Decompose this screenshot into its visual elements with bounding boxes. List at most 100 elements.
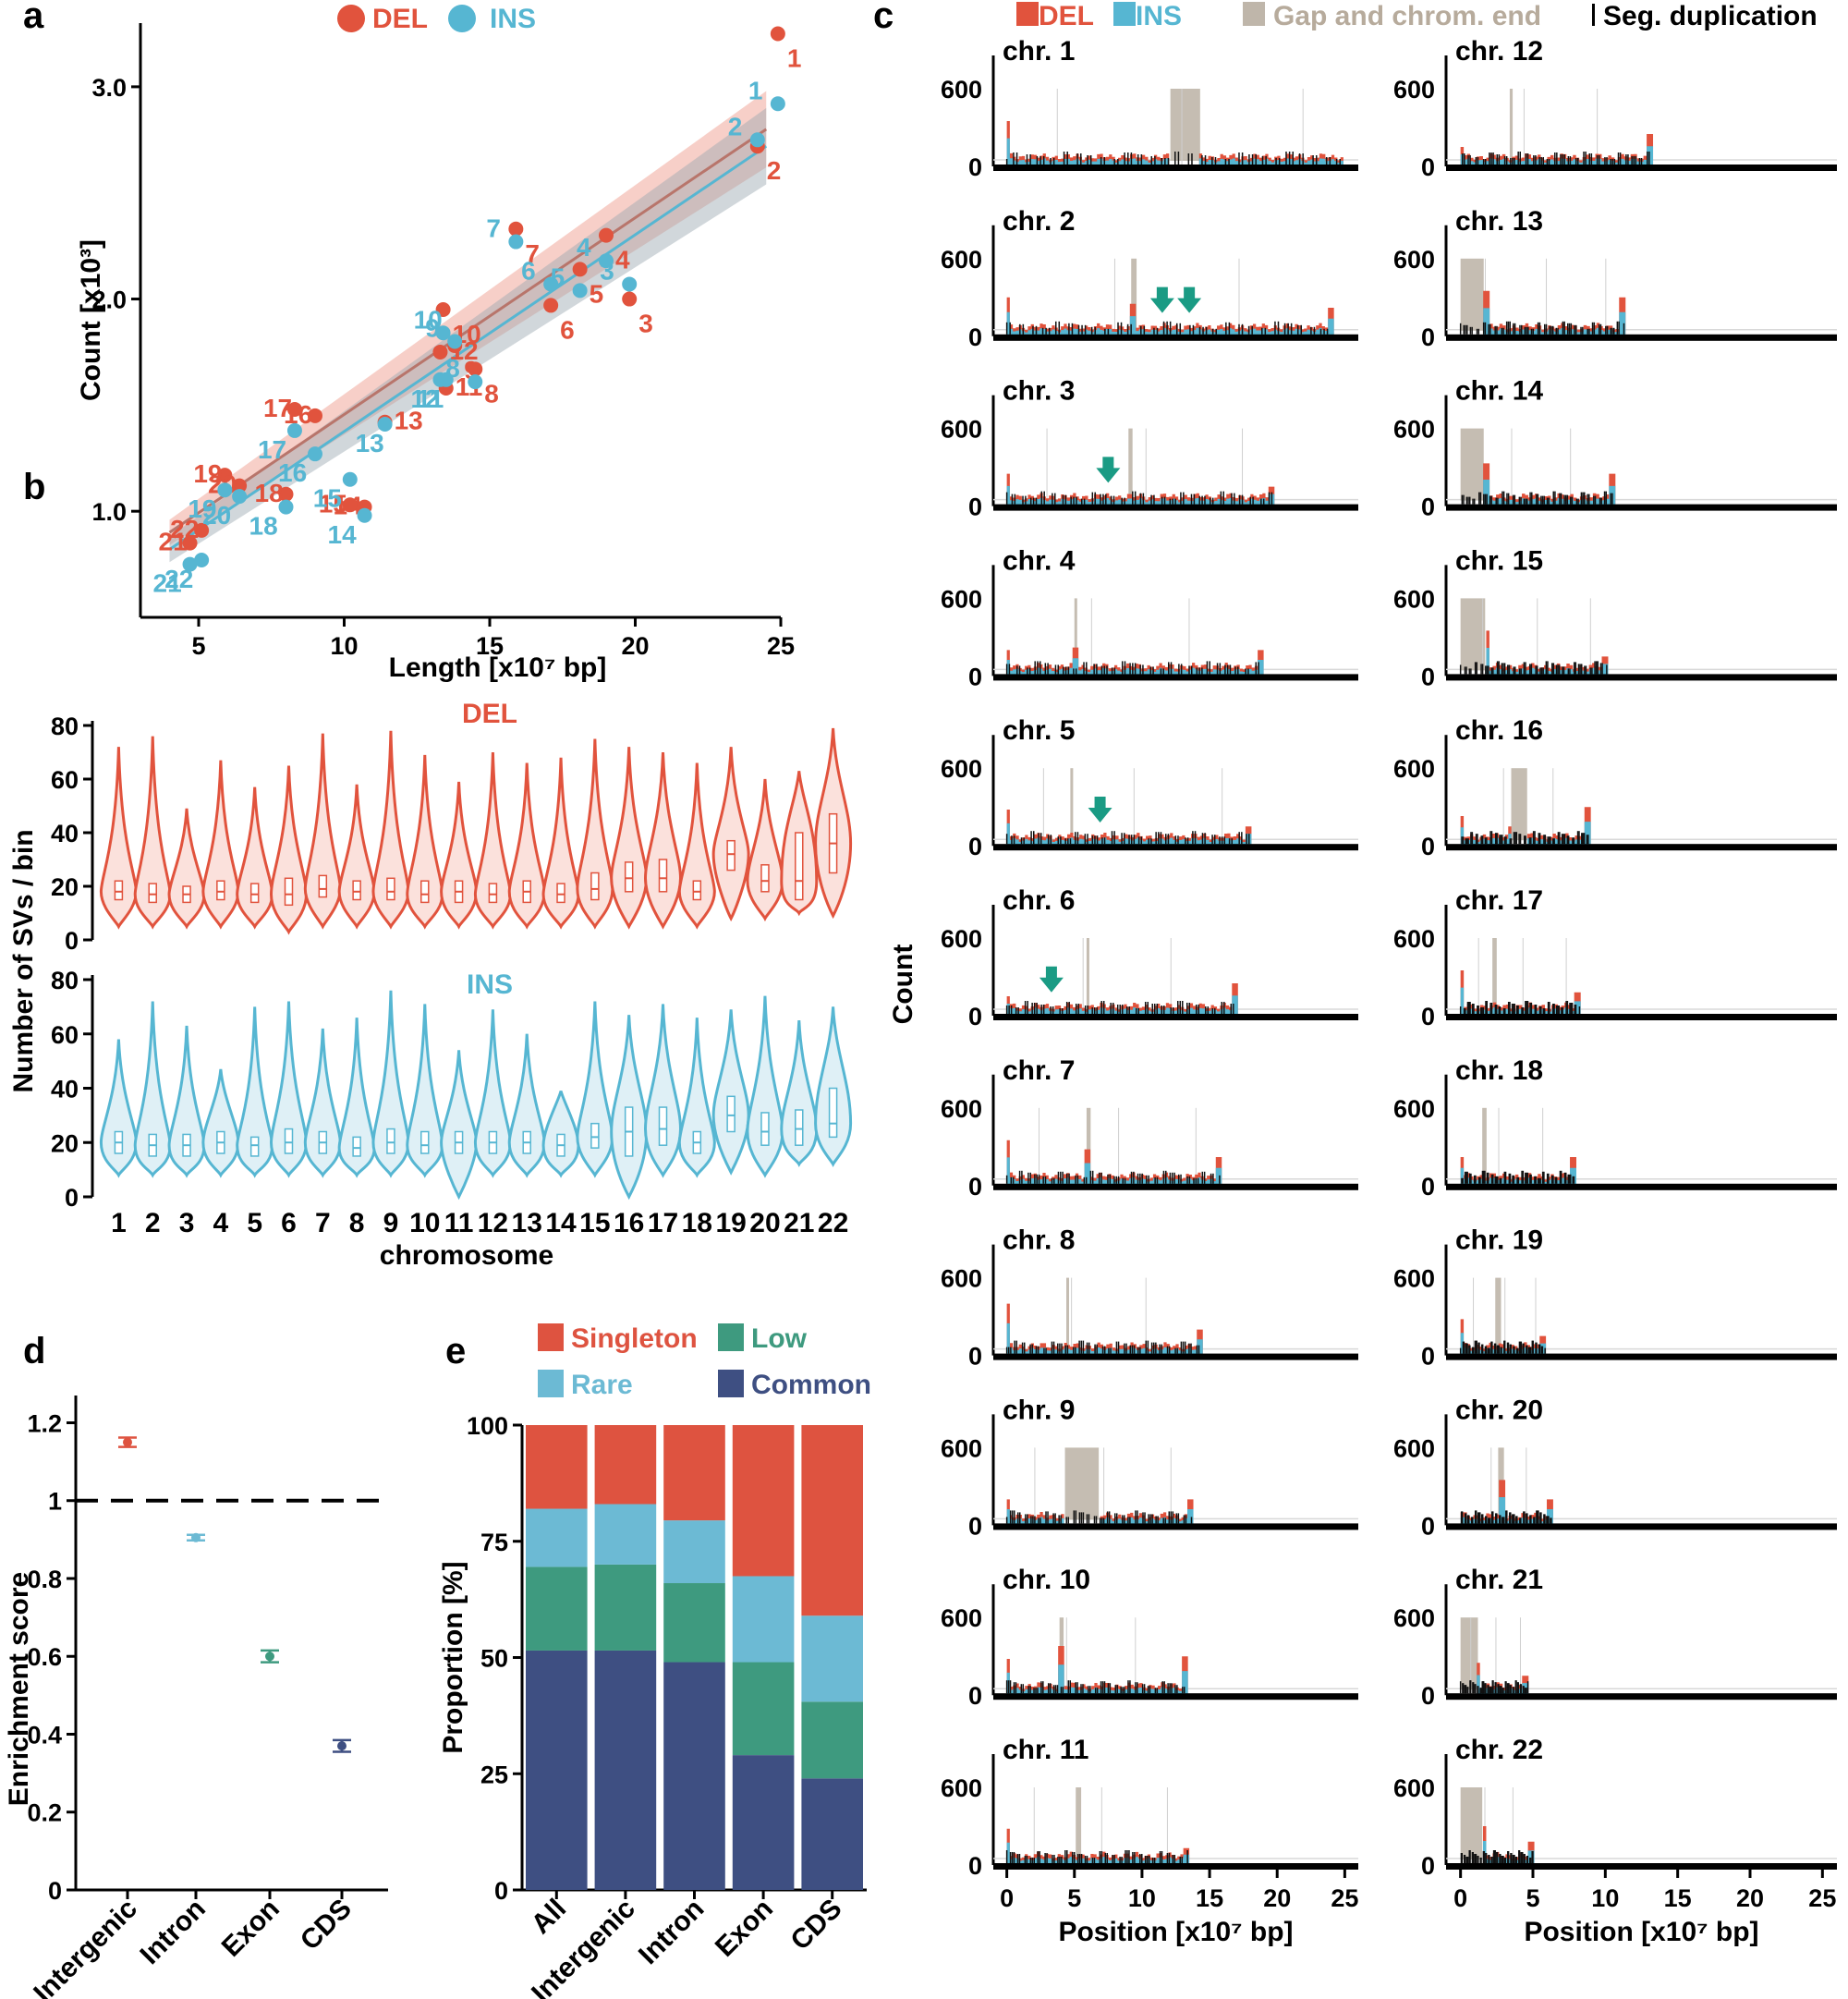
point-label-ins: 14 bbox=[328, 520, 358, 549]
y-tick-label: 0 bbox=[1421, 494, 1435, 521]
histogram-ins bbox=[1006, 1157, 1222, 1186]
x-tick-label: 25 bbox=[1331, 1884, 1358, 1912]
panel-label-c: c bbox=[873, 0, 894, 36]
point-label-ins: 6 bbox=[521, 256, 536, 285]
y-tick-label: 50 bbox=[480, 1645, 508, 1673]
y-tick-label: 0.4 bbox=[27, 1721, 62, 1749]
x-axis bbox=[1446, 504, 1837, 511]
point-label-ins: 12 bbox=[410, 384, 439, 413]
bar-segment-low bbox=[732, 1662, 795, 1756]
box-del bbox=[624, 861, 634, 893]
box-del bbox=[692, 880, 702, 901]
arrow-icon bbox=[1096, 457, 1121, 483]
bar-segment-low bbox=[801, 1701, 863, 1779]
y-tick-label: 60 bbox=[51, 766, 79, 794]
y-tick-label: 600 bbox=[941, 585, 982, 613]
x-axis bbox=[1446, 1353, 1837, 1360]
chromosome-histogram: 600 0 chr. 13 bbox=[1393, 206, 1837, 351]
x-tick-label: CDS bbox=[295, 1894, 358, 1956]
violin-ins bbox=[337, 1018, 376, 1178]
x-tick-label: CDS bbox=[785, 1894, 848, 1956]
point-ins bbox=[278, 499, 294, 515]
point-label-ins: 21 bbox=[153, 569, 182, 598]
violin-ins bbox=[167, 1025, 206, 1178]
point-ins bbox=[357, 507, 372, 523]
violin-ins bbox=[711, 1009, 750, 1176]
point-del bbox=[232, 478, 248, 494]
x-tick-label: All bbox=[526, 1894, 572, 1940]
y-tick-label: 0 bbox=[48, 1877, 62, 1905]
point-ins bbox=[194, 552, 210, 567]
legend-label-common: Common bbox=[751, 1370, 871, 1400]
chromosome-histogram: 600 0 chr. 5 bbox=[941, 715, 1358, 860]
chromosome-label: chr. 21 bbox=[1455, 1565, 1543, 1595]
violin-ins bbox=[677, 1018, 716, 1178]
y-axis-label: Proportion [%] bbox=[438, 1561, 468, 1753]
gap-region bbox=[1460, 258, 1484, 331]
fit-line-ins bbox=[168, 144, 768, 551]
chromosome-label: chr. 12 bbox=[1455, 36, 1543, 67]
bar-segment-low bbox=[594, 1564, 657, 1651]
point-label-ins: 19 bbox=[188, 494, 216, 523]
y-tick-label: 600 bbox=[941, 1604, 982, 1632]
point-ins bbox=[622, 276, 638, 292]
box-del bbox=[420, 880, 430, 904]
point-del bbox=[286, 401, 302, 417]
legend-del-label: DEL bbox=[1039, 1, 1094, 31]
chromosome-label: chr. 11 bbox=[1003, 1735, 1088, 1765]
gap-region bbox=[1460, 1787, 1483, 1859]
legend-swatch-common bbox=[718, 1370, 744, 1397]
box-del bbox=[114, 880, 124, 901]
gap-region bbox=[1511, 768, 1527, 841]
x-tick-label: 20 bbox=[749, 1208, 780, 1238]
gap-region bbox=[1128, 428, 1133, 501]
point-label-del: 19 bbox=[193, 459, 222, 488]
violin-del bbox=[99, 747, 138, 930]
y-tick-label: 3.0 bbox=[91, 74, 127, 102]
x-axis bbox=[1446, 674, 1837, 681]
x-axis bbox=[993, 1183, 1358, 1190]
x-tick-label: 21 bbox=[784, 1208, 814, 1238]
point-ins bbox=[377, 417, 393, 433]
point-label-del: 21 bbox=[159, 528, 188, 556]
violin-del bbox=[440, 781, 479, 930]
chromosome-histogram: 600 0 chr. 1 bbox=[941, 36, 1358, 181]
y-tick-label: 80 bbox=[51, 967, 79, 994]
legend-label-low: Low bbox=[751, 1323, 808, 1354]
x-tick-label: 0 bbox=[1453, 1884, 1467, 1912]
bar-segment-common bbox=[526, 1650, 588, 1890]
x-axis bbox=[993, 674, 1358, 681]
x-axis-label: Position [x10⁷ bp] bbox=[1524, 1917, 1758, 1947]
violin-del bbox=[201, 760, 240, 930]
chromosome-label: chr. 4 bbox=[1003, 545, 1076, 576]
box-del bbox=[386, 877, 395, 901]
point-ins bbox=[286, 422, 302, 438]
point-del bbox=[182, 535, 198, 551]
box-ins bbox=[760, 1112, 770, 1146]
bar-segment-common bbox=[663, 1662, 725, 1890]
point-ins bbox=[468, 374, 483, 390]
gap-region bbox=[1131, 258, 1137, 331]
box-del bbox=[318, 874, 328, 898]
point-ins bbox=[232, 489, 248, 505]
enrichment-point bbox=[337, 1741, 346, 1751]
chromosome-label: chr. 16 bbox=[1455, 715, 1543, 746]
x-tick-label: 13 bbox=[512, 1208, 542, 1238]
violin-del bbox=[677, 762, 716, 930]
y-tick-label: 600 bbox=[1393, 246, 1435, 274]
gap-region bbox=[1086, 1107, 1091, 1180]
violin-del bbox=[473, 751, 512, 930]
gap-region bbox=[1460, 428, 1484, 501]
point-del bbox=[217, 468, 233, 483]
point-label-del: 18 bbox=[255, 479, 284, 507]
x-tick-label: 25 bbox=[1808, 1884, 1836, 1912]
y-tick-label: 20 bbox=[51, 1129, 79, 1157]
point-del bbox=[194, 522, 210, 538]
chromosome-histogram: 600 0 chr. 21 bbox=[1393, 1565, 1837, 1710]
chromosome-histogram: 600 0 chr. 7 bbox=[941, 1055, 1358, 1201]
arrow-icon bbox=[1039, 966, 1064, 993]
chromosome-histogram: 600 0 chr. 15 bbox=[1393, 545, 1837, 690]
point-label-del: 4 bbox=[615, 246, 630, 274]
point-label-ins: 7 bbox=[486, 214, 501, 243]
